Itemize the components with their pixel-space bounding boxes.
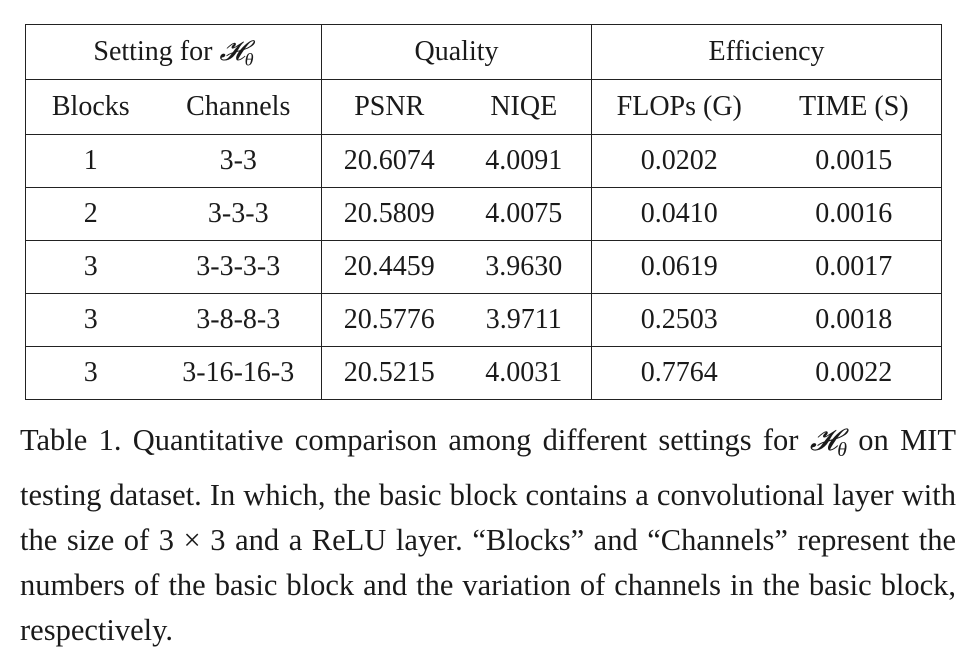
caption-part2: on MIT testing dataset. In which, the ba… [20, 423, 956, 647]
table-row: 3 3-8-8-3 20.5776 3.9711 0.2503 0.0018 [25, 293, 942, 347]
caption-part1: Table 1. Quantitative comparison among d… [20, 423, 810, 457]
column-header-channels: Channels [155, 79, 323, 135]
cell-time: 0.0022 [766, 346, 942, 400]
cell-psnr: 20.6074 [321, 134, 457, 188]
results-table: Setting for 𝓗θ Quality Efficiency Blocks… [25, 24, 943, 400]
cell-niqe: 4.0031 [456, 346, 593, 400]
caption-subscript: θ [837, 438, 847, 461]
results-table-container: Setting for 𝓗θ Quality Efficiency Blocks… [25, 24, 943, 400]
column-header-blocks: Blocks [25, 79, 156, 135]
cell-flops: 0.0619 [591, 240, 767, 294]
cell-psnr: 20.5809 [321, 187, 457, 241]
setting-header-subscript: θ [244, 49, 254, 70]
table-row: 2 3-3-3 20.5809 4.0075 0.0410 0.0016 [25, 187, 942, 241]
column-header-flops: FLOPs (G) [591, 79, 767, 135]
setting-group-header: Setting for 𝓗θ [25, 24, 323, 80]
cell-channels: 3-3-3 [155, 187, 323, 241]
cell-psnr: 20.5776 [321, 293, 457, 347]
column-header-time: TIME (S) [766, 79, 942, 135]
cell-flops: 0.2503 [591, 293, 767, 347]
cell-flops: 0.0410 [591, 187, 767, 241]
setting-header-symbol: 𝓗 [219, 33, 245, 67]
cell-blocks: 1 [25, 134, 156, 188]
cell-niqe: 4.0075 [456, 187, 593, 241]
cell-psnr: 20.5215 [321, 346, 457, 400]
caption-symbol: 𝓗 [809, 423, 838, 458]
cell-channels: 3-3-3-3 [155, 240, 323, 294]
cell-niqe: 4.0091 [456, 134, 593, 188]
cell-flops: 0.7764 [591, 346, 767, 400]
cell-time: 0.0015 [766, 134, 942, 188]
cell-time: 0.0016 [766, 187, 942, 241]
table-row: 3 3-3-3-3 20.4459 3.9630 0.0619 0.0017 [25, 240, 942, 294]
cell-psnr: 20.4459 [321, 240, 457, 294]
table-caption: Table 1. Quantitative comparison among d… [20, 418, 956, 653]
cell-blocks: 3 [25, 346, 156, 400]
cell-channels: 3-16-16-3 [155, 346, 323, 400]
column-header-row: Blocks Channels PSNR NIQE FLOPs (G) TIME… [25, 79, 942, 135]
cell-blocks: 3 [25, 293, 156, 347]
cell-blocks: 2 [25, 187, 156, 241]
quality-group-header: Quality [321, 24, 593, 80]
cell-time: 0.0018 [766, 293, 942, 347]
cell-niqe: 3.9711 [456, 293, 593, 347]
group-header-row: Setting for 𝓗θ Quality Efficiency [25, 24, 942, 80]
cell-niqe: 3.9630 [456, 240, 593, 294]
cell-channels: 3-8-8-3 [155, 293, 323, 347]
caption-text: Table 1. Quantitative comparison among d… [20, 418, 956, 653]
setting-header-label: Setting for [93, 35, 220, 67]
cell-blocks: 3 [25, 240, 156, 294]
cell-flops: 0.0202 [591, 134, 767, 188]
cell-channels: 3-3 [155, 134, 323, 188]
column-header-niqe: NIQE [456, 79, 593, 135]
column-header-psnr: PSNR [321, 79, 457, 135]
cell-time: 0.0017 [766, 240, 942, 294]
table-row: 3 3-16-16-3 20.5215 4.0031 0.7764 0.0022 [25, 346, 942, 400]
table-row: 1 3-3 20.6074 4.0091 0.0202 0.0015 [25, 134, 942, 188]
efficiency-group-header: Efficiency [591, 24, 942, 80]
